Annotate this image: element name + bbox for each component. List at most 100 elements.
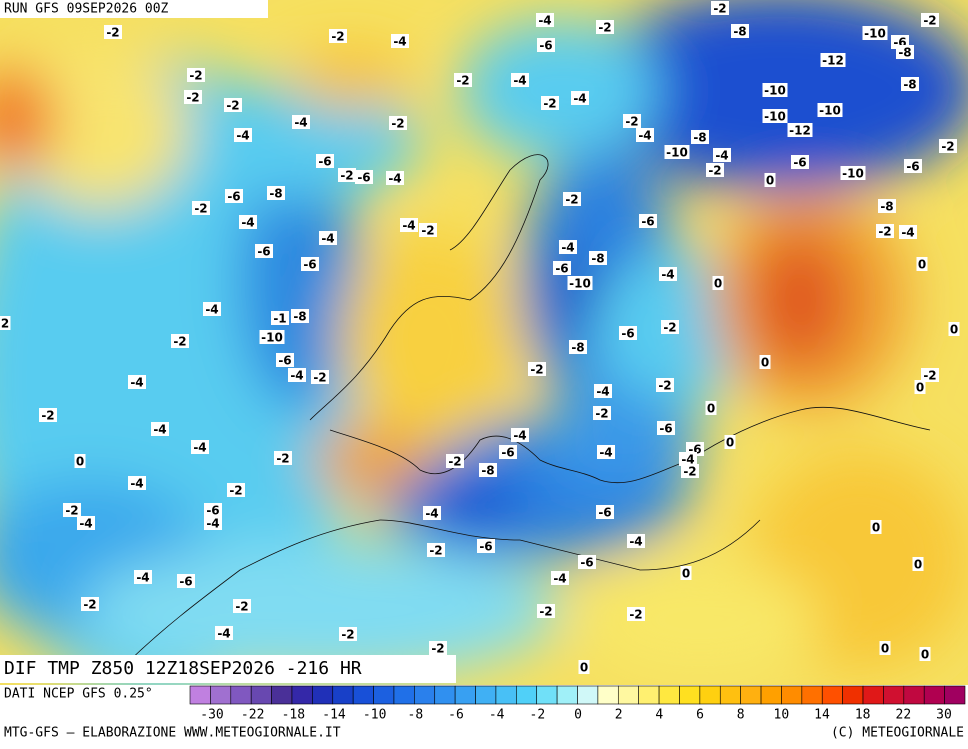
label-box xyxy=(429,641,447,655)
contour-label: -10 xyxy=(569,277,591,291)
contour-label: -2 xyxy=(186,91,199,105)
label-box xyxy=(255,244,273,258)
label-box xyxy=(355,170,373,184)
contour-label: 0 xyxy=(950,323,958,337)
contour-label: -2 xyxy=(923,14,936,28)
label-box xyxy=(578,555,596,569)
colorbar-tick-label: -10 xyxy=(363,708,386,723)
contour-label: -2 xyxy=(530,363,543,377)
contour-label: -4 xyxy=(901,226,914,240)
colorbar-swatch xyxy=(536,685,558,705)
label-box xyxy=(311,370,329,384)
contour-label: -4 xyxy=(513,74,526,88)
contour-label: -6 xyxy=(303,258,316,272)
label-box xyxy=(596,20,614,34)
contour-label: -2 xyxy=(391,117,404,131)
contour-label: -10 xyxy=(764,110,786,124)
colorbar-swatch xyxy=(312,685,334,705)
contour-label: -8 xyxy=(571,341,584,355)
label-box xyxy=(817,103,843,117)
label-box xyxy=(215,626,233,640)
contour-label: -10 xyxy=(261,331,283,345)
contour-label: -4 xyxy=(681,453,694,467)
label-box xyxy=(134,570,152,584)
colorbar: -30 -22 -18 -14 -10 -8 -6 -4 -2 0 2 4 6 8 10 14 18 22 30 xyxy=(189,685,966,723)
contour-label: 0 xyxy=(580,661,588,675)
contour-label: -2 xyxy=(448,455,461,469)
contour-label: -2 xyxy=(878,225,891,239)
contour-label: -6 xyxy=(659,422,672,436)
contour-label: 0 xyxy=(761,356,769,370)
label-box xyxy=(338,168,356,182)
label-box xyxy=(386,171,404,185)
label-box xyxy=(659,267,677,281)
contour-label: -8 xyxy=(481,464,494,478)
contour-label: -2 xyxy=(539,605,552,619)
colorbar-swatch xyxy=(821,685,843,705)
label-box xyxy=(541,96,559,110)
contour-label: -6 xyxy=(580,556,593,570)
label-box xyxy=(921,13,939,27)
label-box xyxy=(639,214,657,228)
label-box xyxy=(319,231,337,245)
label-box xyxy=(177,574,195,588)
contour-label: -2 xyxy=(629,608,642,622)
contour-label: -2 xyxy=(229,484,242,498)
contour-label: 0 xyxy=(916,381,924,395)
label-box xyxy=(400,218,418,232)
contour-label: -2 xyxy=(189,69,202,83)
credit-right: (C) METEOGIORNALE xyxy=(831,726,964,741)
contour-label: -2 xyxy=(173,335,186,349)
contour-label: -8 xyxy=(269,187,282,201)
contour-label: 0 xyxy=(707,402,715,416)
colorbar-swatch xyxy=(352,685,374,705)
label-box xyxy=(567,276,593,290)
label-box xyxy=(204,516,222,530)
colorbar-swatch xyxy=(699,685,721,705)
label-box xyxy=(276,353,294,367)
label-box xyxy=(840,166,866,180)
contour-label: -4 xyxy=(79,517,92,531)
label-box xyxy=(74,454,86,468)
colorbar-tick-label: 0 xyxy=(574,708,582,723)
label-box xyxy=(528,362,546,376)
colorbar-tick-label: -4 xyxy=(489,708,505,723)
label-box xyxy=(274,451,292,465)
field-box xyxy=(0,655,456,683)
label-box xyxy=(724,435,736,449)
label-box xyxy=(511,428,529,442)
contour-label: -2 xyxy=(923,369,936,383)
contour-label: -6 xyxy=(621,327,634,341)
contour-label: -4 xyxy=(538,14,551,28)
label-box xyxy=(559,240,577,254)
contour-label: -6 xyxy=(555,262,568,276)
label-box xyxy=(104,25,122,39)
contour-label: -10 xyxy=(842,167,864,181)
contour-label: -2 xyxy=(543,97,556,111)
label-box xyxy=(787,123,813,137)
label-box xyxy=(389,116,407,130)
label-box xyxy=(316,154,334,168)
contour-label: -2 xyxy=(65,504,78,518)
label-box xyxy=(899,225,917,239)
label-box xyxy=(623,114,641,128)
contour-label: -12 xyxy=(789,124,811,138)
colorbar-tick-label: -22 xyxy=(241,708,264,723)
label-box xyxy=(912,557,924,571)
label-box xyxy=(896,45,914,59)
contour-label: -6 xyxy=(278,354,291,368)
label-box xyxy=(427,543,445,557)
contour-label: -4 xyxy=(661,268,674,282)
field-title: DIF TMP Z850 12Z18SEP2026 -216 HR xyxy=(4,658,362,679)
contour-label: -10 xyxy=(764,84,786,98)
label-box xyxy=(234,128,252,142)
label-box xyxy=(81,597,99,611)
source: DATI NCEP GFS 0.25° xyxy=(4,687,153,702)
contour-label: -2 xyxy=(456,74,469,88)
colorbar-swatch xyxy=(862,685,884,705)
colorbar-swatch xyxy=(903,685,925,705)
contour-label: -2 xyxy=(194,202,207,216)
label-box xyxy=(914,380,926,394)
contour-label: 0 xyxy=(76,455,84,469)
